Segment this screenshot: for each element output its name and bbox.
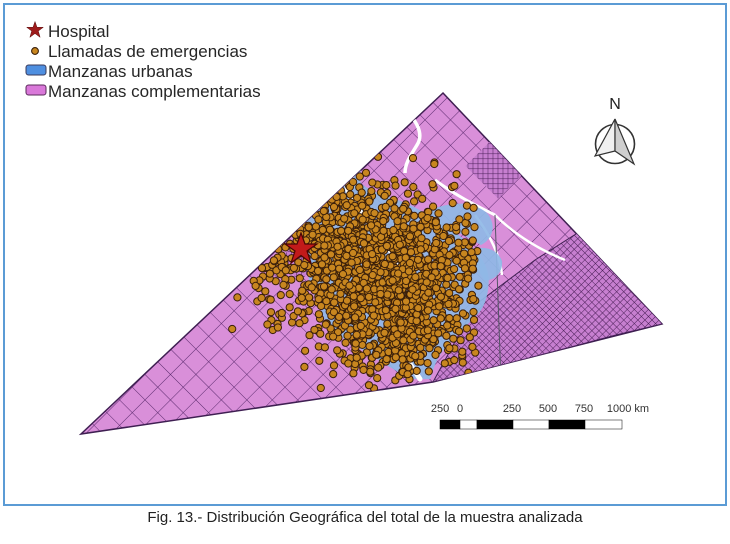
svg-text:500: 500 [539, 403, 557, 415]
svg-text:750: 750 [575, 403, 593, 415]
svg-text:1000 km: 1000 km [607, 403, 649, 415]
svg-text:250: 250 [431, 403, 449, 415]
svg-text:N: N [609, 96, 621, 113]
svg-text:250: 250 [503, 403, 521, 415]
svg-text:0: 0 [457, 403, 463, 415]
